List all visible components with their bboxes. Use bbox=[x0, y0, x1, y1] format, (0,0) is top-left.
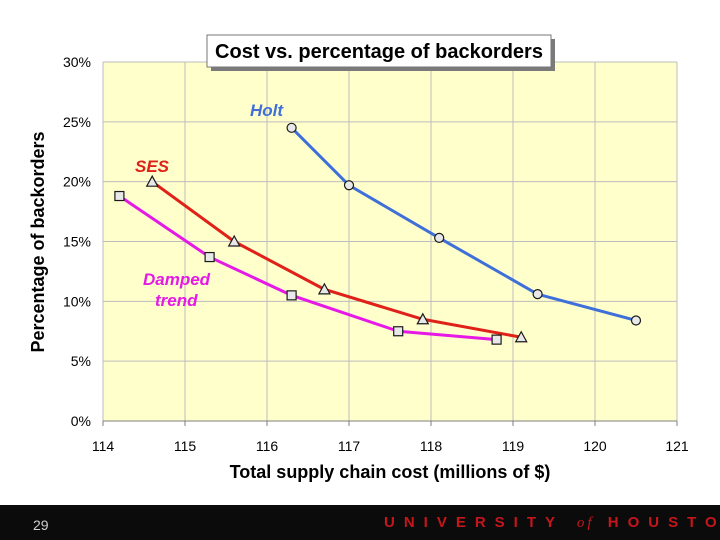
data-point-ses bbox=[416, 312, 430, 325]
x-tick-label: 118 bbox=[420, 438, 443, 454]
y-tick-label: 10% bbox=[63, 293, 91, 309]
series-label-holt: Holt bbox=[250, 101, 284, 120]
university-text: UNIVERSITY bbox=[384, 514, 564, 531]
chart-title: Cost vs. percentage of backorders bbox=[215, 41, 543, 63]
series-labels: Holt SES Damped trend bbox=[135, 101, 284, 310]
grid-lines bbox=[102, 61, 678, 426]
data-point-damped-trend bbox=[491, 334, 502, 345]
data-point-damped-trend bbox=[114, 190, 125, 202]
footer-bar: 29 UNIVERSITY of HOUSTON bbox=[0, 505, 720, 540]
university-wordmark: UNIVERSITY of HOUSTON bbox=[384, 514, 720, 532]
data-point-damped-trend bbox=[286, 290, 297, 301]
data-point-holt bbox=[630, 315, 642, 326]
series-damped-trend bbox=[114, 190, 502, 345]
data-point-ses bbox=[227, 234, 241, 247]
x-tick-label: 119 bbox=[502, 438, 525, 454]
series-ses bbox=[145, 174, 528, 343]
data-point-damped-trend bbox=[204, 251, 215, 263]
series-group bbox=[114, 122, 642, 345]
x-tick-labels: 114 115 116 117 118 119 120 121 bbox=[92, 438, 689, 454]
x-tick-label: 116 bbox=[256, 438, 279, 454]
data-point-ses bbox=[145, 174, 159, 187]
of-text: of bbox=[576, 515, 595, 531]
x-tick-label: 120 bbox=[583, 438, 607, 454]
series-holt bbox=[286, 122, 642, 326]
x-tick-label: 114 bbox=[92, 438, 115, 454]
data-point-ses bbox=[514, 330, 528, 343]
x-tick-label: 121 bbox=[665, 438, 689, 454]
data-point-holt bbox=[286, 122, 297, 133]
y-tick-label: 30% bbox=[63, 54, 91, 70]
data-point-ses bbox=[317, 282, 331, 295]
y-axis-label: Percentage of backorders bbox=[28, 131, 48, 352]
title-box bbox=[206, 34, 552, 68]
data-point-holt bbox=[434, 232, 445, 244]
data-point-holt bbox=[532, 289, 543, 300]
y-tick-label: 25% bbox=[63, 114, 91, 130]
houston-text: HOUSTON bbox=[607, 514, 720, 531]
y-tick-label: 15% bbox=[63, 234, 91, 250]
chart: 0% 5% 10% 15% 20% 25% 30% 114 115 116 117 118 119 12… bbox=[28, 34, 689, 482]
y-tick-label: 5% bbox=[71, 353, 91, 369]
x-tick-label: 115 bbox=[174, 438, 197, 454]
x-axis-label: Total supply chain cost (millions of $) bbox=[230, 462, 551, 482]
y-tick-label: 0% bbox=[71, 413, 91, 429]
y-tick-label: 20% bbox=[63, 174, 91, 190]
series-label-damped-trend: Damped trend bbox=[143, 270, 211, 310]
y-tick-labels: 0% 5% 10% 15% 20% 25% 30% bbox=[63, 54, 91, 429]
data-point-damped-trend bbox=[393, 326, 404, 337]
data-point-holt bbox=[343, 180, 355, 191]
slide-number: 29 bbox=[33, 517, 49, 533]
series-label-ses: SES bbox=[135, 157, 170, 176]
x-tick-label: 117 bbox=[338, 438, 361, 454]
